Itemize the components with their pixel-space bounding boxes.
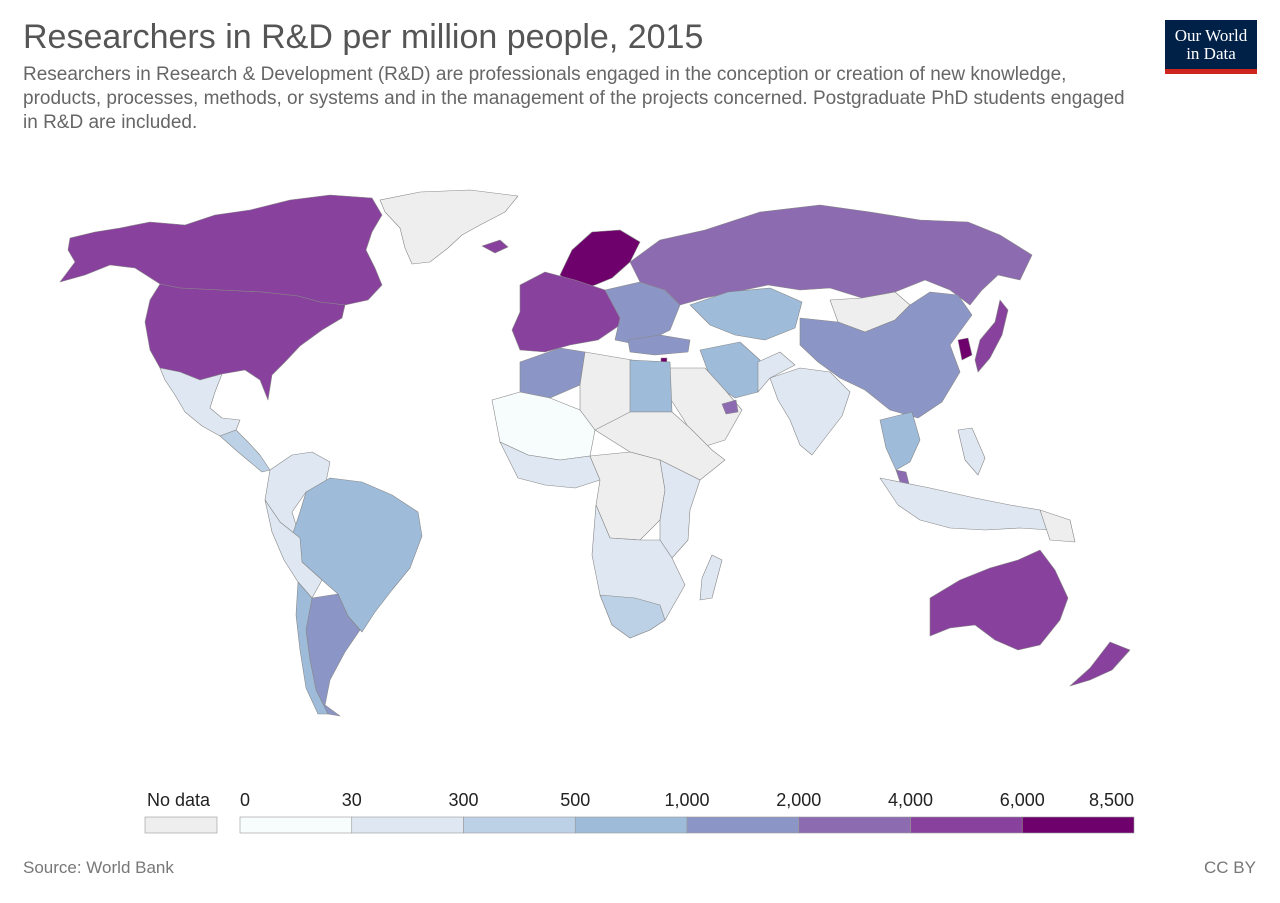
country-india[interactable] <box>769 367 851 456</box>
owid-logo[interactable]: Our World in Data <box>1165 20 1257 74</box>
region-north-africa-maghreb[interactable] <box>519 347 586 399</box>
legend-bin[interactable] <box>239 816 353 834</box>
country-korea[interactable] <box>957 337 973 361</box>
region-peru-bolivia[interactable] <box>264 499 323 599</box>
logo-accent-bar <box>1165 69 1257 74</box>
region-east-africa[interactable] <box>659 459 701 559</box>
logo-line-2: in Data <box>1186 44 1236 63</box>
chart-title: Researchers in R&D per million people, 2… <box>23 18 704 56</box>
region-western-europe[interactable] <box>511 271 626 353</box>
country-canada[interactable] <box>59 194 383 306</box>
country-papua-new-guinea[interactable] <box>1039 509 1076 543</box>
country-new-zealand[interactable] <box>1069 641 1131 687</box>
country-chile[interactable] <box>295 581 329 715</box>
country-iceland[interactable] <box>481 239 509 254</box>
legend-bin[interactable] <box>351 816 464 834</box>
country-china[interactable] <box>799 291 973 419</box>
country-russia[interactable] <box>629 204 1033 306</box>
legend-tick-label: 1,000 <box>664 790 709 810</box>
country-south-africa[interactable] <box>599 594 666 639</box>
legend-bins <box>239 816 1135 834</box>
country-philippines[interactable] <box>957 427 986 476</box>
legend-bin[interactable] <box>686 816 800 834</box>
region-indochina[interactable] <box>879 411 921 471</box>
legend-no-data-label: No data <box>147 790 211 810</box>
legend-tick-label: 300 <box>448 790 478 810</box>
country-mexico[interactable] <box>159 367 241 437</box>
country-greenland[interactable] <box>379 189 519 265</box>
legend-tick-label: 500 <box>560 790 590 810</box>
country-australia[interactable] <box>929 549 1069 651</box>
legend-ticks: 0 30 300 500 1,000 2,000 4,000 6,000 8,500 <box>240 790 1134 810</box>
legend-bin[interactable] <box>1021 816 1135 834</box>
legend-bin[interactable] <box>798 816 911 834</box>
country-kazakhstan[interactable] <box>689 287 803 341</box>
logo-line-1: Our World <box>1174 26 1248 45</box>
legend-bin[interactable] <box>910 816 1023 834</box>
world-map-svg <box>59 189 1131 717</box>
legend-tick-label: 4,000 <box>888 790 933 810</box>
world-map <box>0 150 1280 770</box>
chart-subtitle: Researchers in Research & Development (R… <box>23 64 1125 133</box>
country-egypt[interactable] <box>629 359 673 413</box>
legend-bin[interactable] <box>574 816 688 834</box>
legend-tick-label: 0 <box>240 790 250 810</box>
legend-bin[interactable] <box>463 816 576 834</box>
country-united-states[interactable] <box>144 283 346 401</box>
country-madagascar[interactable] <box>699 554 723 601</box>
country-pakistan[interactable] <box>757 351 796 393</box>
legend-svg: No data 0 30 300 500 1,000 2,000 4,000 6,000 8,5… <box>144 790 1135 834</box>
region-central-america[interactable] <box>219 429 271 473</box>
logo-text: Our World in Data <box>1165 27 1257 63</box>
legend-tick-label: 8,500 <box>1089 790 1134 810</box>
legend-tick-label: 2,000 <box>776 790 821 810</box>
country-indonesia[interactable] <box>879 477 1051 531</box>
region-central-africa[interactable] <box>589 451 666 541</box>
legend-no-data-swatch <box>144 816 218 834</box>
source-note[interactable]: Source: World Bank <box>23 858 174 877</box>
region-arabia[interactable] <box>667 367 743 449</box>
country-uae[interactable] <box>721 399 739 415</box>
legend-tick-label: 6,000 <box>1000 790 1045 810</box>
color-legend: No data 0 30 300 500 1,000 2,000 4,000 6,000 8,5… <box>0 780 1280 840</box>
license-link[interactable]: CC BY <box>1204 858 1256 877</box>
legend-tick-label: 30 <box>342 790 362 810</box>
country-japan[interactable] <box>974 299 1009 373</box>
country-turkey[interactable] <box>627 334 691 356</box>
